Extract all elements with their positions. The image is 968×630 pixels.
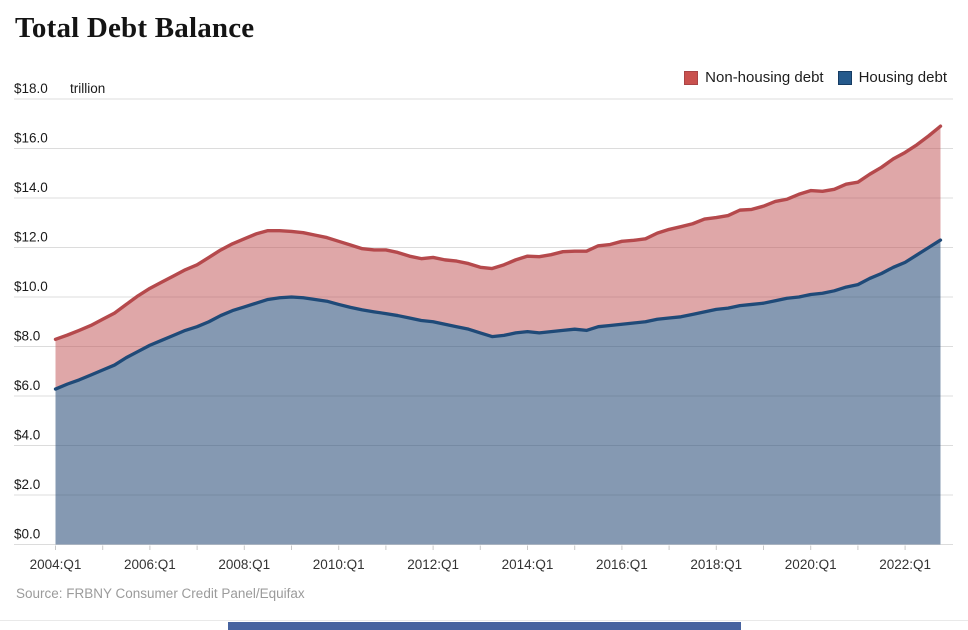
total-debt-line	[53, 124, 943, 342]
y-tick-label: $4.0	[14, 428, 40, 443]
legend-label-non-housing: Non-housing debt	[705, 69, 824, 86]
chart-title: Total Debt Balance	[15, 12, 255, 44]
x-tick-label: 2004:Q1	[30, 557, 82, 572]
x-tick-label: 2016:Q1	[596, 557, 648, 572]
x-tick-label: 2014:Q1	[502, 557, 554, 572]
y-tick-label: $10.0	[14, 279, 48, 294]
source-attribution: Source: FRBNY Consumer Credit Panel/Equi…	[16, 586, 305, 601]
legend-item-housing: Housing debt	[837, 69, 947, 86]
x-tick-label: 2022:Q1	[879, 557, 931, 572]
bottom-divider	[0, 620, 968, 621]
y-tick-label: $8.0	[14, 329, 40, 344]
x-tick-label: 2020:Q1	[785, 557, 837, 572]
x-tick-label: 2012:Q1	[407, 557, 459, 572]
housing-swatch-icon	[837, 70, 852, 85]
housing-debt-area	[55, 240, 941, 545]
legend-label-housing: Housing debt	[858, 69, 947, 86]
y-tick-label: $2.0	[14, 477, 40, 492]
bottom-blue-bar[interactable]	[228, 622, 741, 630]
y-tick-label: $16.0	[14, 131, 48, 146]
housing-debt-line	[53, 238, 943, 391]
x-tick-label: 2018:Q1	[690, 557, 742, 572]
y-tick-label: $18.0	[14, 81, 48, 96]
legend: Non-housing debt Housing debt	[684, 69, 947, 86]
x-tick-label: 2008:Q1	[218, 557, 270, 572]
y-tick-label: $12.0	[14, 230, 48, 245]
y-tick-label: $14.0	[14, 180, 48, 195]
legend-item-non-housing: Non-housing debt	[684, 69, 824, 86]
non-housing-debt-area	[55, 126, 941, 390]
x-tick-label: 2006:Q1	[124, 557, 176, 572]
y-tick-label: $0.0	[14, 527, 40, 542]
y-tick-label: $6.0	[14, 378, 40, 393]
y-axis-unit-label: trillion	[70, 81, 105, 96]
non-housing-swatch-icon	[684, 70, 699, 85]
x-tick-label: 2010:Q1	[313, 557, 365, 572]
